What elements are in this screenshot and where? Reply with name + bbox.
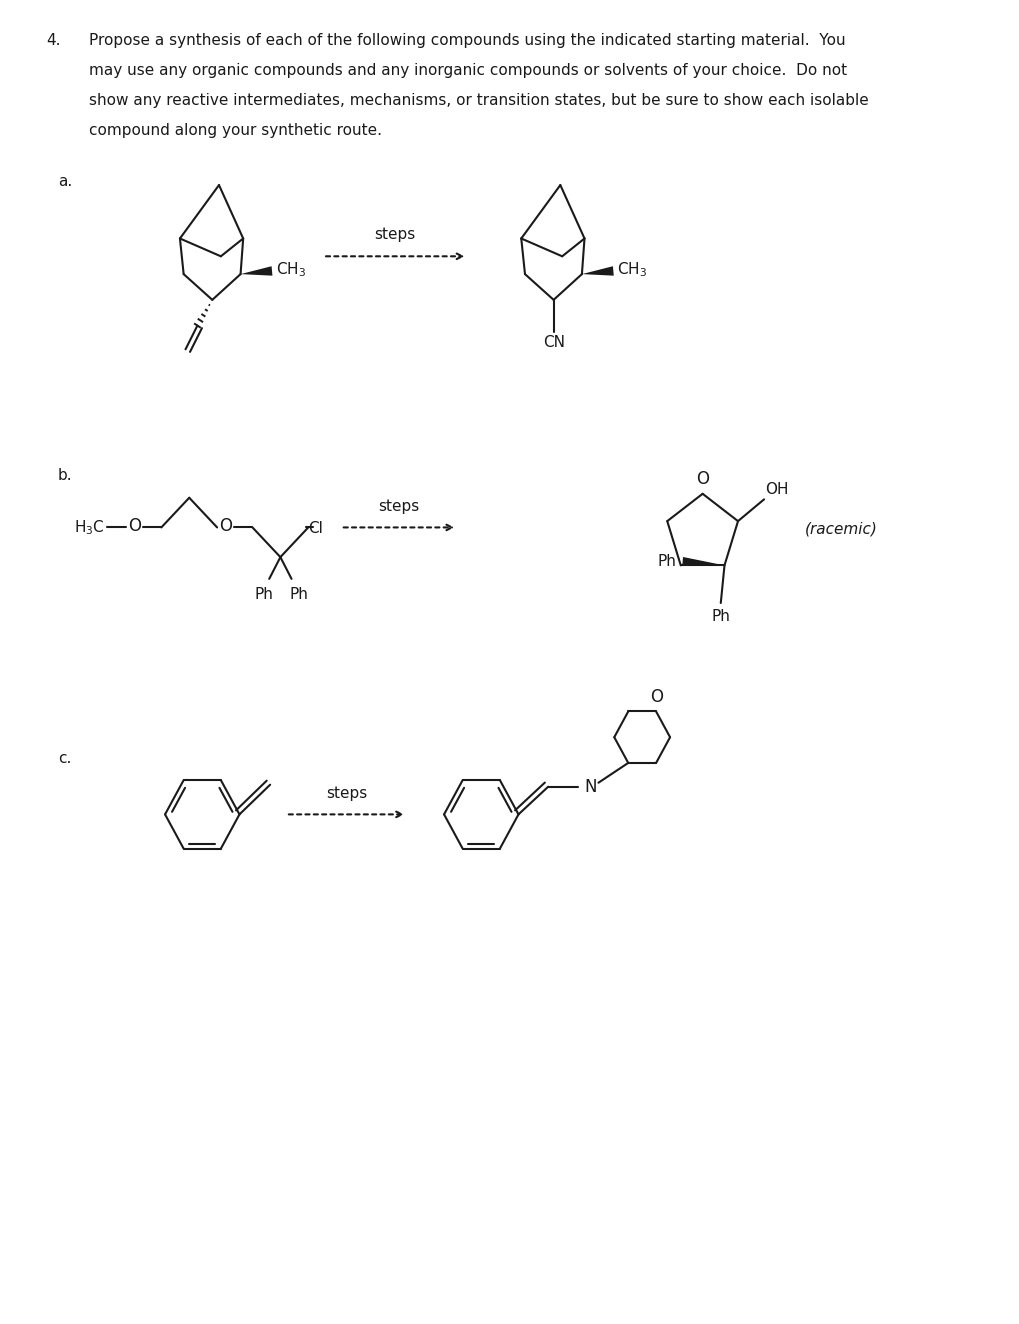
Polygon shape [240,266,272,275]
Text: b.: b. [58,469,72,483]
Text: N: N [584,777,597,796]
Text: Ph: Ph [656,553,676,569]
Text: O: O [650,687,663,706]
Text: a.: a. [58,175,72,189]
Text: Ph: Ph [254,587,273,602]
Text: $\mathregular{CH_3}$: $\mathregular{CH_3}$ [275,261,306,279]
Text: O: O [695,470,708,487]
Text: compound along your synthetic route.: compound along your synthetic route. [89,123,381,138]
Text: steps: steps [325,785,367,801]
Text: show any reactive intermediates, mechanisms, or transition states, but be sure t: show any reactive intermediates, mechani… [89,93,868,109]
Text: $\mathregular{H_3C}$: $\mathregular{H_3C}$ [73,518,105,536]
Text: O: O [219,518,231,535]
Text: Ph: Ph [289,587,308,602]
Text: O: O [127,518,141,535]
Text: Propose a synthesis of each of the following compounds using the indicated start: Propose a synthesis of each of the follo… [89,33,845,48]
Text: c.: c. [58,751,71,767]
Text: (racemic): (racemic) [804,522,877,538]
Text: $\mathregular{CH_3}$: $\mathregular{CH_3}$ [616,261,647,279]
Text: steps: steps [374,228,416,242]
Text: Ph: Ph [710,609,730,624]
Polygon shape [581,266,613,275]
Polygon shape [682,557,723,565]
Text: may use any organic compounds and any inorganic compounds or solvents of your ch: may use any organic compounds and any in… [89,62,846,78]
Text: Cl: Cl [308,520,323,536]
Text: OH: OH [764,482,788,498]
Text: CN: CN [542,335,565,351]
Text: 4.: 4. [46,33,60,48]
Text: steps: steps [378,499,419,514]
